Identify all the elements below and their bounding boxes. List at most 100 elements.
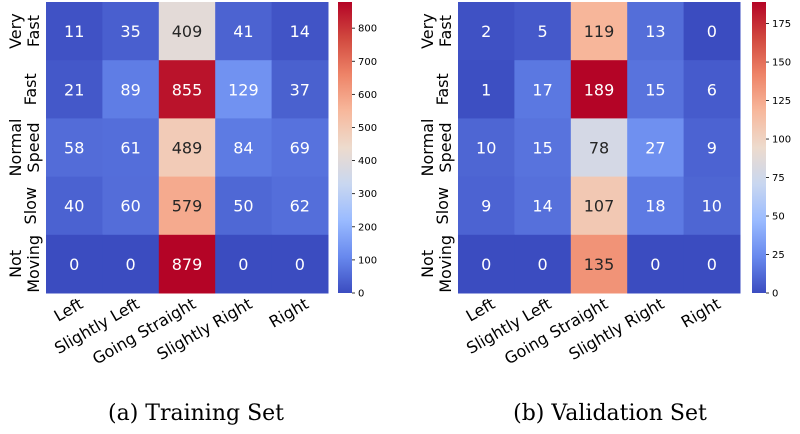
heatmap-cell bbox=[683, 2, 741, 61]
heatmap-cell bbox=[458, 118, 515, 178]
cell-value-label: 0 bbox=[707, 22, 717, 41]
heatmap-cell bbox=[570, 234, 628, 294]
heatmap-cell bbox=[627, 60, 685, 119]
heatmap-cell bbox=[158, 118, 216, 178]
colorbar-tick-label: 800 bbox=[358, 24, 377, 35]
colorbar-tick-label: 150 bbox=[772, 58, 791, 69]
cell-value-label: 0 bbox=[238, 255, 248, 274]
heatmap-cell bbox=[46, 234, 103, 294]
cell-value-label: 2 bbox=[481, 22, 491, 41]
cell-value-label: 10 bbox=[702, 197, 722, 216]
cell-value-label: 11 bbox=[64, 22, 84, 41]
heatmap-cell bbox=[271, 60, 329, 119]
row-label: Not bbox=[6, 250, 25, 278]
column-label: Left bbox=[463, 294, 499, 326]
heatmap-cell bbox=[271, 118, 329, 178]
row-label: Moving bbox=[24, 235, 43, 293]
cell-value-label: 13 bbox=[645, 22, 665, 41]
heatmap-cell bbox=[102, 176, 160, 236]
cell-value-label: 579 bbox=[172, 197, 203, 216]
colorbar-tick-label: 300 bbox=[358, 189, 377, 200]
row-label: Normal bbox=[6, 119, 25, 177]
cell-value-label: 6 bbox=[707, 80, 717, 99]
cell-value-label: 0 bbox=[295, 255, 305, 274]
row-label: Very bbox=[6, 13, 25, 49]
cell-value-label: 14 bbox=[290, 22, 310, 41]
heatmap-cell bbox=[102, 118, 160, 178]
colorbar-tick-label: 600 bbox=[358, 90, 377, 101]
row-label: Very bbox=[418, 13, 437, 49]
cell-value-label: 27 bbox=[645, 139, 665, 158]
cell-value-label: 0 bbox=[538, 255, 548, 274]
heatmap-cell bbox=[46, 2, 103, 61]
column-label: Right bbox=[678, 294, 724, 332]
validation-set-caption: (b) Validation Set bbox=[513, 401, 707, 426]
heatmap-cell bbox=[158, 234, 216, 294]
heatmap-cell bbox=[46, 118, 103, 178]
cell-value-label: 17 bbox=[532, 80, 552, 99]
heatmap-cell bbox=[458, 60, 515, 119]
heatmap-cell bbox=[458, 2, 515, 61]
heatmap-cell bbox=[215, 176, 273, 236]
row-label: Fast bbox=[21, 73, 40, 105]
heatmap-cell bbox=[683, 234, 741, 294]
colorbar-tick-label: 100 bbox=[772, 135, 791, 146]
colorbar-tick-label: 25 bbox=[772, 250, 785, 261]
row-label: Speed bbox=[436, 122, 455, 172]
heatmap-cell bbox=[271, 176, 329, 236]
cell-value-label: 60 bbox=[120, 197, 140, 216]
heatmap-cell bbox=[570, 2, 628, 61]
heatmap-cell bbox=[627, 2, 685, 61]
heatmap-cell bbox=[458, 176, 515, 236]
row-label: Not bbox=[418, 250, 437, 278]
colorbar-tick-label: 700 bbox=[358, 57, 377, 68]
heatmap-cell bbox=[215, 2, 273, 61]
heatmap-cell bbox=[215, 234, 273, 294]
heatmap-cell bbox=[627, 234, 685, 294]
colorbar-tick-label: 500 bbox=[358, 123, 377, 134]
heatmap-cell bbox=[570, 176, 628, 236]
colorbar-tick-label: 400 bbox=[358, 156, 377, 167]
row-label: Fast bbox=[436, 15, 455, 47]
cell-value-label: 35 bbox=[120, 22, 140, 41]
cell-value-label: 10 bbox=[476, 139, 496, 158]
column-label: Right bbox=[266, 294, 312, 332]
cell-value-label: 9 bbox=[707, 139, 717, 158]
heatmap-cell bbox=[683, 60, 741, 119]
colorbar bbox=[338, 2, 352, 293]
cell-value-label: 409 bbox=[172, 22, 203, 41]
heatmap-cell bbox=[514, 118, 572, 178]
colorbar-tick-label: 50 bbox=[772, 212, 785, 223]
validation-set-heatmap: 2 5 119 13 01 17 189 15 610 15 78 27 99 14 107 18 100 0 13… bbox=[418, 2, 791, 368]
heatmap-cell bbox=[514, 60, 572, 119]
cell-value-label: 5 bbox=[538, 22, 548, 41]
column-label: Left bbox=[51, 294, 87, 326]
heatmap-cell bbox=[514, 2, 572, 61]
cell-value-label: 84 bbox=[233, 139, 253, 158]
cell-value-label: 0 bbox=[69, 255, 79, 274]
cell-value-label: 58 bbox=[64, 139, 84, 158]
column-label: Slightly Right bbox=[153, 294, 255, 364]
row-label: Normal bbox=[418, 119, 437, 177]
heatmap-cell bbox=[570, 118, 628, 178]
heatmap-cell bbox=[683, 118, 741, 178]
heatmap-cell bbox=[458, 234, 515, 294]
row-label: Fast bbox=[433, 73, 452, 105]
colorbar-tick-label: 0 bbox=[358, 289, 364, 300]
colorbar-tick-label: 0 bbox=[772, 289, 778, 300]
training-set-caption: (a) Training Set bbox=[108, 401, 284, 426]
heatmap-cell bbox=[102, 234, 160, 294]
cell-value-label: 879 bbox=[172, 255, 203, 274]
cell-value-label: 69 bbox=[290, 139, 310, 158]
cell-value-label: 119 bbox=[584, 22, 615, 41]
cell-value-label: 135 bbox=[584, 255, 615, 274]
training-set-heatmap: 11 35 409 41 14 21 89 855 129 37 58 61 489 84 69 40 60 57… bbox=[6, 2, 377, 368]
heatmap-cell bbox=[570, 60, 628, 119]
colorbar bbox=[752, 2, 766, 293]
heatmap-cell bbox=[158, 60, 216, 119]
heatmap-cell bbox=[215, 118, 273, 178]
cell-value-label: 9 bbox=[481, 197, 491, 216]
cell-value-label: 0 bbox=[707, 255, 717, 274]
heatmap-cell bbox=[627, 118, 685, 178]
